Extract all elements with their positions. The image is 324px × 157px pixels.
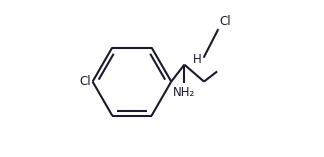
Text: NH₂: NH₂ [173,86,195,99]
Text: Cl: Cl [79,75,91,88]
Text: Cl: Cl [219,15,231,28]
Text: H: H [192,53,201,66]
